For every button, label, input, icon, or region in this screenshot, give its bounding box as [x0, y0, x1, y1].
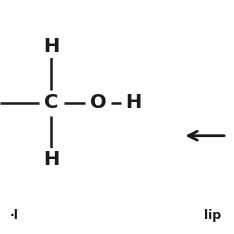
Text: ·l: ·l: [10, 209, 18, 222]
Text: H: H: [43, 37, 60, 56]
Text: lip: lip: [204, 209, 222, 222]
Text: H: H: [125, 93, 142, 113]
Text: H: H: [43, 150, 60, 169]
Text: C: C: [44, 93, 59, 113]
Text: O: O: [90, 93, 107, 113]
